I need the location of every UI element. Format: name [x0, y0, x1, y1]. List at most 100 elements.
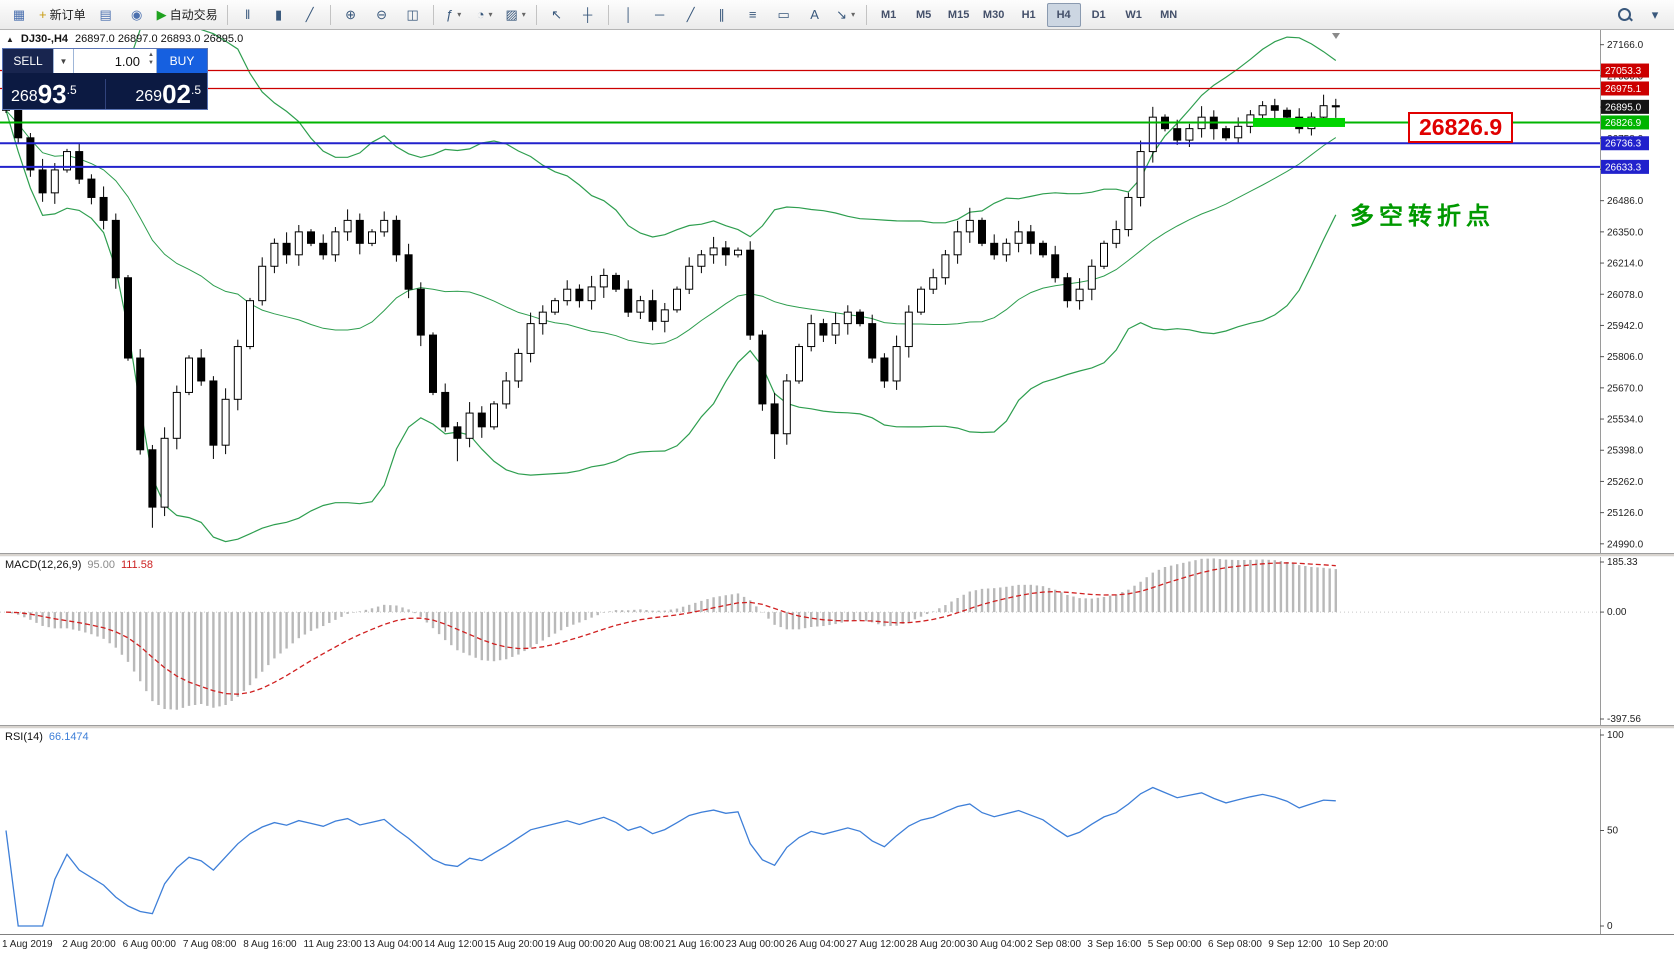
toolbar-separator	[865, 4, 867, 25]
trendline-button[interactable]: ╱	[676, 3, 706, 27]
line-chart-button[interactable]: ╱	[295, 3, 325, 27]
rsi-canvas[interactable]: 100 50 0	[0, 729, 1674, 934]
candle-body	[587, 286, 596, 302]
price-tick-label: 26486.0	[1607, 196, 1644, 207]
main-chart-canvas[interactable]: 27166.027030.026894.026758.026622.026486…	[0, 30, 1674, 553]
candle-body	[636, 300, 645, 313]
more-button[interactable]: ▾	[1640, 3, 1670, 27]
shapes-button[interactable]: ▭	[769, 3, 799, 27]
candle-body	[1039, 242, 1047, 256]
chart-window-button[interactable]: ▦	[4, 3, 34, 27]
vertical-line-icon: │	[624, 7, 633, 22]
bollinger-band	[5, 30, 1337, 238]
time-label: 9 Sep 12:00	[1268, 939, 1323, 950]
autotrading-button[interactable]: ▶ 自动交易	[153, 3, 222, 27]
price-callout[interactable]: 26826.9	[1408, 112, 1514, 143]
profiles-button[interactable]: ▤	[91, 3, 121, 27]
tf-d1-label: D1	[1091, 8, 1106, 21]
time-label: 7 Aug 08:00	[182, 939, 237, 950]
sell-price[interactable]: 268 93.5	[3, 81, 105, 109]
volume-dropdown[interactable]: ▼	[53, 49, 73, 73]
candle-body	[380, 219, 389, 233]
spin-up-icon[interactable]: ▲	[148, 52, 154, 58]
volume-input[interactable]: 1.00 ▲ ▼	[73, 49, 157, 73]
rsi-label: RSI(14) 66.1474	[5, 731, 89, 743]
tf-m5-button[interactable]: M5	[907, 3, 941, 27]
time-label: 3 Sep 16:00	[1087, 939, 1142, 950]
spin-down-icon[interactable]: ▼	[148, 60, 154, 67]
candle-body	[770, 403, 779, 435]
tf-h1-button[interactable]: H1	[1012, 3, 1046, 27]
candle-body	[843, 311, 852, 325]
time-label: 20 Aug 08:00	[605, 939, 664, 950]
candle-body	[148, 449, 157, 508]
toolbar: ▦ + 新订单 ▤ ◉ ▶ 自动交易 ‖ ▮ ╱ ⊕ ⊖ ◫ ƒ ▾ ◔ ▾ ▨ ▾ ↖ ┼ │ ─ ╱ ∥ ≡ ▭ A ↘ ▾ M1 M5 M…	[0, 0, 1674, 30]
volume-spinner[interactable]: ▲ ▼	[148, 51, 154, 68]
arrows-button[interactable]: ↘ ▾	[831, 3, 861, 27]
bar-chart-button[interactable]: ‖	[233, 3, 263, 27]
channel-button[interactable]: ∥	[707, 3, 737, 27]
vertical-line-button[interactable]: │	[614, 3, 644, 27]
candle-body	[282, 242, 291, 256]
candle-body	[1026, 231, 1035, 244]
zoom-out-button[interactable]: ⊖	[367, 3, 397, 27]
tf-m15-button[interactable]: M15	[942, 3, 976, 27]
templates-button[interactable]: ▨ ▾	[501, 3, 531, 27]
candle-body	[1100, 242, 1108, 267]
toolbar-group: ▾	[1609, 3, 1670, 27]
fibonacci-button[interactable]: ≡	[738, 3, 768, 27]
horizontal-line-button[interactable]: ─	[645, 3, 675, 27]
pane-splitter[interactable]	[0, 725, 1674, 729]
tf-d1-button[interactable]: D1	[1082, 3, 1116, 27]
time-label: 8 Aug 16:00	[243, 939, 297, 950]
arrows-dropdown-icon: ▾	[851, 10, 856, 19]
candle-body	[978, 219, 986, 244]
candle-body	[1051, 254, 1060, 279]
tf-m1-button[interactable]: M1	[872, 3, 906, 27]
shapes-icon: ▭	[777, 7, 790, 22]
price-level-label-text: 26895.0	[1605, 102, 1642, 113]
tf-mn-button[interactable]: MN	[1152, 3, 1186, 27]
candle-body	[526, 323, 535, 354]
price-tick-label: 25126.0	[1607, 508, 1644, 519]
sell-button[interactable]: SELL	[3, 49, 53, 73]
price-tick-label: 25670.0	[1607, 383, 1644, 394]
new-order-icon: +	[39, 7, 47, 22]
candle-body	[429, 334, 437, 393]
candle-body	[502, 380, 511, 405]
time-label: 5 Sep 00:00	[1147, 939, 1202, 950]
rsi-pane[interactable]: 100 50 0 RSI(14) 66.1474	[0, 729, 1674, 934]
tf-m30-button[interactable]: M30	[977, 3, 1011, 27]
time-label: 6 Sep 08:00	[1208, 939, 1262, 950]
new-order-button[interactable]: + 新订单	[35, 3, 90, 27]
toolbar-separator	[432, 4, 434, 25]
candle-body	[538, 311, 547, 325]
indicators-button[interactable]: ƒ ▾	[439, 3, 469, 27]
candle-body	[1331, 105, 1340, 108]
tf-w1-button[interactable]: W1	[1117, 3, 1151, 27]
candlestick-chart-button[interactable]: ▮	[264, 3, 294, 27]
buy-button[interactable]: BUY	[157, 49, 207, 73]
candle-body	[453, 426, 462, 439]
macd-canvas[interactable]: 185.33 0.00 -397.56	[0, 557, 1674, 725]
buy-price[interactable]: 269 02.5	[106, 81, 208, 109]
tile-windows-button[interactable]: ◫	[398, 3, 428, 27]
alerts-button[interactable]: ◉	[122, 3, 152, 27]
price-level-label-text: 26826.9	[1605, 118, 1642, 129]
main-chart-pane[interactable]: 27166.027030.026894.026758.026622.026486…	[0, 30, 1674, 553]
candle-body	[1063, 277, 1072, 302]
periods-button[interactable]: ◔ ▾	[470, 3, 500, 27]
crosshair-button[interactable]: ┼	[573, 3, 603, 27]
text-label-button[interactable]: A	[800, 3, 830, 27]
time-axis[interactable]: 1 Aug 2019 2 Aug 20:00 6 Aug 00:00 7 Aug 08…	[0, 934, 1674, 956]
candle-body	[1185, 128, 1194, 141]
pane-splitter[interactable]	[0, 553, 1674, 557]
candle-body	[856, 311, 864, 325]
cursor-button[interactable]: ↖	[542, 3, 572, 27]
tf-h4-button[interactable]: H4	[1046, 2, 1081, 27]
search-button[interactable]	[1609, 3, 1639, 27]
zoom-in-button[interactable]: ⊕	[336, 3, 366, 27]
candlestick-chart-icon: ▮	[275, 7, 283, 22]
macd-pane[interactable]: 185.33 0.00 -397.56 MACD(12,26,9) 95.00 11…	[0, 557, 1674, 725]
candle-body	[63, 151, 71, 171]
